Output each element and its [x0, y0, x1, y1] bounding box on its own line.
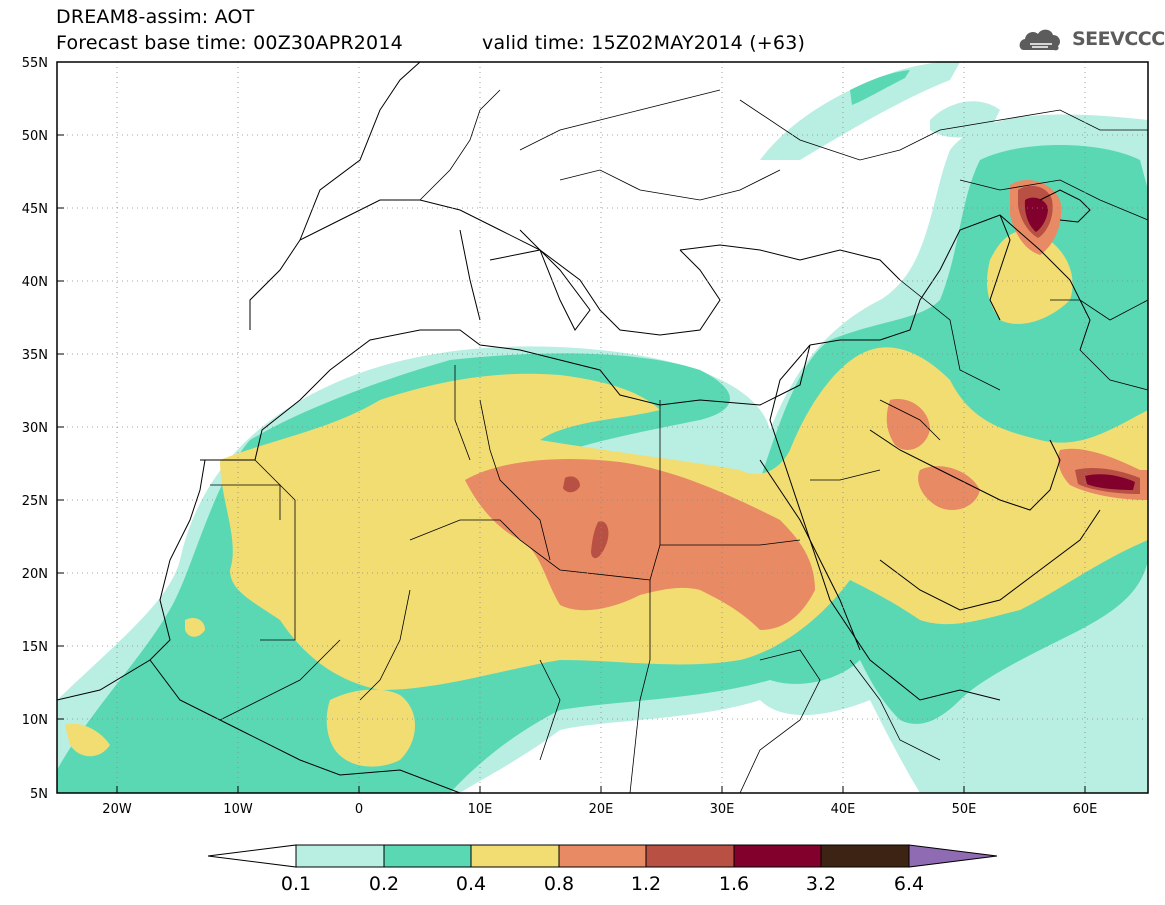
- lat-label: 50N: [22, 129, 48, 144]
- lat-label: 35N: [22, 348, 48, 363]
- lon-label: 20W: [102, 802, 132, 817]
- colorbar-label: 1.2: [631, 873, 661, 895]
- colorbar-label: 0.4: [456, 873, 486, 895]
- colorbar-label: 0.2: [369, 873, 399, 895]
- lat-label: 45N: [22, 202, 48, 217]
- lat-label: 15N: [22, 640, 48, 655]
- aot-shade-0.8: [465, 180, 1148, 630]
- colorbar-label: 0.1: [281, 873, 311, 895]
- lon-label: 30E: [710, 802, 735, 817]
- colorbar-segment: [470, 844, 560, 868]
- colorbar-segment: [733, 844, 822, 868]
- colorbar-labels: 0.1 0.2 0.4 0.8 1.2 1.6 3.2 6.4: [281, 873, 924, 895]
- colorbar-label: 1.6: [719, 873, 749, 895]
- lon-labels: 20W 10W 0 10E 20E 30E 40E 50E 60E: [102, 802, 1097, 817]
- lon-label: 40E: [831, 802, 856, 817]
- lon-label: 50E: [952, 802, 977, 817]
- cloud-logo-icon: [1019, 29, 1061, 51]
- valid-time: valid time: 15Z02MAY2014 (+63): [482, 32, 806, 54]
- colorbar-high-arrow: [908, 844, 998, 868]
- country-borders: [210, 89, 1148, 793]
- colorbar-segment: [820, 844, 910, 868]
- lat-label: 25N: [22, 494, 48, 509]
- colorbar-segment: [295, 844, 385, 868]
- colorbar-label: 6.4: [894, 873, 924, 895]
- lat-label: 30N: [22, 421, 48, 436]
- colorbar-segment: [558, 844, 647, 868]
- colorbar-segment: [383, 844, 472, 868]
- lat-label: 55N: [22, 56, 48, 71]
- colorbar-low-arrow: [207, 844, 297, 868]
- forecast-base-time: Forecast base time: 00Z30APR2014: [56, 32, 403, 54]
- aot-shade-1.6: [1024, 197, 1135, 490]
- lat-label: 20N: [22, 567, 48, 582]
- colorbar-label: 3.2: [806, 873, 836, 895]
- graticule: [57, 62, 1148, 793]
- logo-text: SEEVCCC: [1072, 28, 1165, 50]
- map-title: DREAM8-assim: AOT: [56, 6, 255, 28]
- colorbar-label: 0.8: [544, 873, 574, 895]
- colorbar: [207, 844, 998, 868]
- lat-labels: 55N 50N 45N 40N 35N 30N 25N 20N 15N 10N …: [22, 56, 48, 802]
- axis-ticks: [57, 61, 1086, 794]
- colorbar-segment: [645, 844, 735, 868]
- lon-label: 10W: [223, 802, 253, 817]
- lat-label: 5N: [30, 787, 48, 802]
- lon-label: 10E: [468, 802, 493, 817]
- lat-label: 40N: [22, 275, 48, 290]
- lat-label: 10N: [22, 713, 48, 728]
- coastlines: [57, 62, 1101, 793]
- lon-label: 60E: [1073, 802, 1098, 817]
- lon-label: 20E: [589, 802, 614, 817]
- lon-label: 0: [355, 802, 363, 817]
